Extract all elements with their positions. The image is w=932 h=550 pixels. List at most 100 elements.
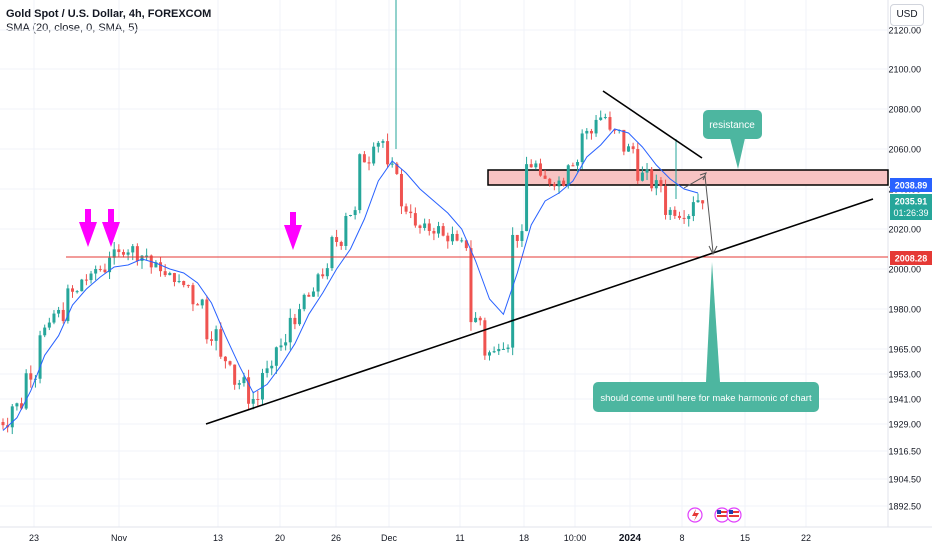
candle-body [585,130,589,134]
time-tick-label: 20 [275,533,285,543]
price-tick-label: 2020.00 [888,225,921,235]
candle-body [242,377,246,384]
candle-body [696,200,700,203]
time-tick-label: 26 [331,533,341,543]
candle-body [640,172,644,181]
candle-body [492,351,496,353]
candle-body [376,142,380,147]
candle-body [15,403,19,407]
candle-body [270,365,274,369]
candle-body [89,273,93,281]
candle-body [205,299,209,340]
candle-body [335,237,339,242]
candle-body [627,146,630,152]
candle-body [121,252,125,255]
candle-body [228,361,232,365]
indicator-legend[interactable]: SMA (20, close, 0, SMA, 5) [6,22,139,34]
candle-body [432,230,436,234]
price-axis[interactable]: 2120.002100.002080.002060.002040.002020.… [888,26,921,512]
candle-body [404,206,408,212]
candle-body [353,210,357,216]
marker-arrow-head [79,222,97,247]
candle-body [80,279,84,292]
candle-body [145,255,149,257]
candle-body [636,149,640,181]
candle-body [687,216,691,219]
time-tick-label: 22 [801,533,811,543]
candle-body [61,309,65,322]
price-tick-label: 2000.00 [888,265,921,275]
time-tick-label: 11 [455,533,464,543]
candle-body [580,133,584,163]
time-tick-label: 13 [213,533,223,543]
candle-body [441,226,445,236]
price-label-text: 2038.89 [895,181,928,191]
candle-body [349,215,352,217]
candle-body [75,291,79,293]
candle-body [367,162,371,164]
candle-body [135,246,139,261]
candle-body [520,231,524,241]
candle-body [589,130,593,134]
candle-body [483,320,487,356]
flag-canton [729,510,733,514]
candle-body [154,262,158,268]
price-tick-label: 2120.00 [888,26,921,36]
symbol-title: Gold Spot / U.S. Dollar, 4h, FOREXCOM [6,8,212,20]
candle-body [237,383,241,385]
candle-body [38,335,42,379]
candle-body [571,165,575,167]
currency-button[interactable]: USD [890,4,924,26]
candle-body [613,129,617,131]
time-tick-label: 10:00 [564,533,587,543]
candle-body [511,234,515,348]
candle-body [47,322,51,328]
candle-body [562,180,566,186]
callout-box [593,382,819,412]
candle-body [52,313,56,323]
price-label-text: 2035.91 [895,197,928,207]
candle-body [279,345,283,348]
candle-body [622,129,626,152]
candle-body [668,209,672,215]
price-tick-label: 2080.00 [888,105,921,115]
time-axis[interactable]: 23 Nov 13 20 26 Dec 11 18 10:00 2024 8 15 22 [29,533,811,544]
flag-stripe [729,515,739,517]
candle-body [177,281,181,283]
candle-body [117,249,121,253]
harmonic-callout: should come until here for make harmonic… [593,262,819,412]
candle-body [478,317,482,321]
candle-body [659,180,663,187]
price-tick-label: 1929.00 [888,420,921,430]
candle-body [631,146,635,150]
callout-pointer [706,262,720,382]
candle-body [339,241,343,246]
candle-body [256,399,260,401]
price-tick-label: 1892.50 [888,502,921,512]
candle-body [316,274,320,292]
candle-body [372,146,376,164]
price-label-box [890,251,932,265]
candle-body [395,163,399,174]
grid-lines [0,0,932,528]
candle-body [525,164,529,232]
candle-body [469,248,473,323]
candle-body [529,164,533,168]
candle-body [427,223,431,231]
candle-body [284,342,288,346]
price-tick-label: 1953.00 [888,370,921,380]
candle-body [344,215,348,246]
candle-body [557,180,561,187]
candle-body [437,226,441,234]
resistance-zone-group [487,169,889,186]
candle-body [29,373,33,380]
time-tick-label: 15 [740,533,750,543]
candle-body [233,364,237,385]
candle-body [399,173,403,207]
candle-body [168,273,172,276]
candle-body [381,141,385,143]
callout-pointer [730,138,745,169]
candle-body [251,399,255,404]
